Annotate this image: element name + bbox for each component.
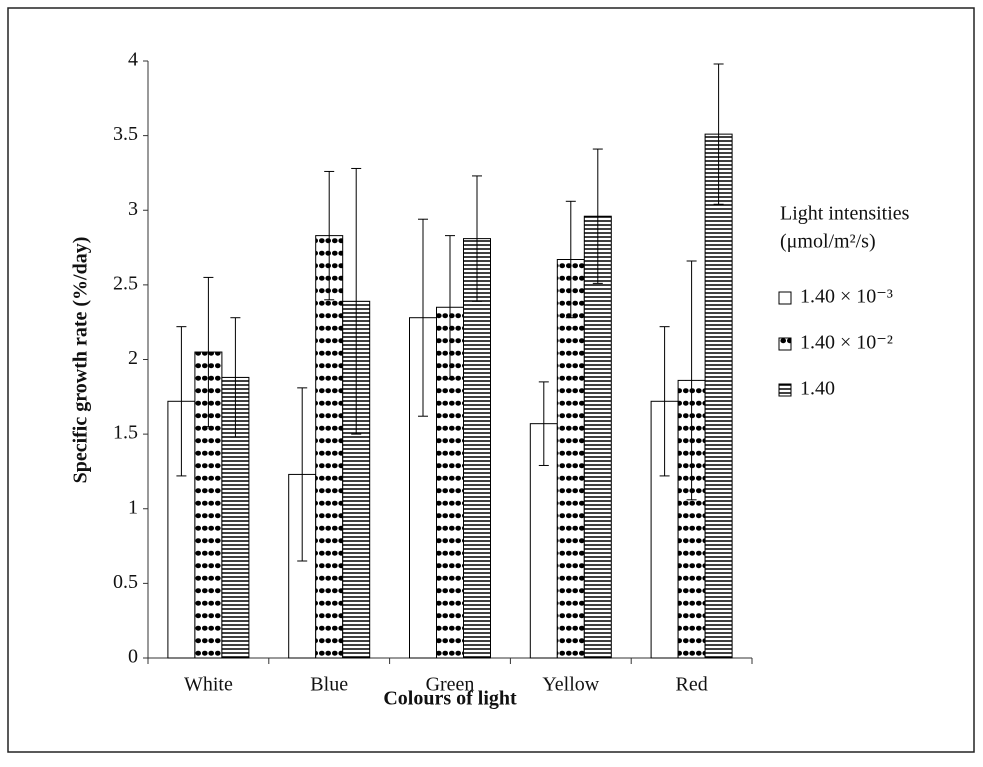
bar: [342, 300, 371, 659]
bar: [221, 376, 250, 659]
y-tick-label: 3: [128, 198, 138, 220]
error-bar: [297, 387, 308, 562]
legend-title: Light intensities: [780, 203, 910, 225]
error-bar: [659, 326, 670, 477]
x-tick-label: Yellow: [542, 674, 599, 696]
error-bar: [538, 381, 549, 466]
legend-swatch: [778, 337, 792, 351]
x-tick-label: Red: [675, 674, 707, 696]
error-bar: [592, 148, 603, 284]
y-tick-label: 0.5: [113, 571, 138, 593]
y-tick-label: 0: [128, 646, 138, 668]
error-bar: [230, 317, 241, 438]
error-bar: [472, 175, 482, 302]
error-bar: [203, 276, 214, 428]
error-bar: [351, 167, 362, 435]
y-tick-label: 4: [128, 49, 138, 71]
y-tick-label: 2: [128, 347, 138, 369]
frame: [7, 7, 975, 753]
error-bar: [686, 260, 697, 501]
legend-swatch: [778, 383, 792, 397]
error-bar: [176, 326, 187, 477]
y-tick-label: 3.5: [113, 123, 138, 145]
y-tick-label: 1.5: [113, 422, 138, 444]
error-bar: [445, 235, 455, 380]
bar: [315, 235, 344, 659]
y-tick-label: 2.5: [113, 272, 138, 294]
x-tick-label: White: [184, 674, 233, 696]
bar: [704, 133, 733, 659]
x-tick-label: Blue: [310, 674, 348, 696]
y-tick-label: 1: [128, 496, 138, 518]
bar: [583, 215, 612, 659]
y-axis-title: Specific growth rate (%/day): [70, 237, 92, 484]
x-axis-title: Colours of light: [383, 688, 517, 710]
legend-title: (μmol/m²/s): [780, 231, 876, 253]
legend-label: 1.40 × 10⁻²: [800, 332, 893, 354]
error-bar: [324, 170, 335, 301]
legend-label: 1.40 × 10⁻³: [800, 286, 893, 308]
bar: [463, 238, 491, 659]
legend-label: 1.40: [800, 378, 835, 400]
error-bar: [418, 218, 428, 417]
bar: [556, 259, 585, 659]
error-bar: [565, 200, 576, 319]
error-bar: [713, 63, 724, 205]
x-tick-label: Green: [426, 674, 475, 696]
legend-swatch: [778, 291, 792, 305]
